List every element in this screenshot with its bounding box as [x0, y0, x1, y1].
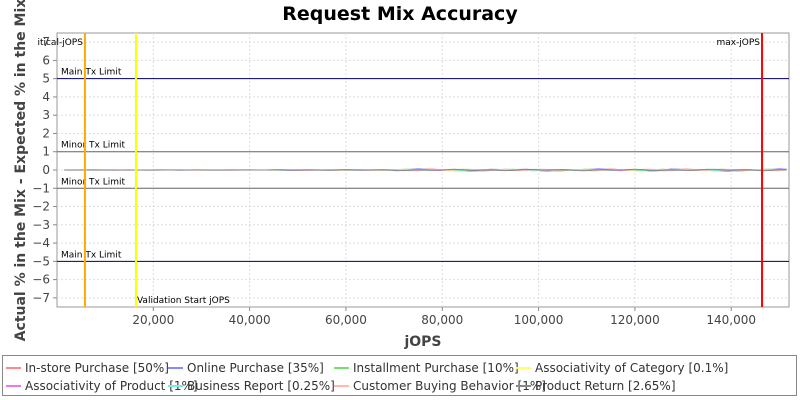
x-tick-label: 120,000 — [610, 313, 660, 327]
legend-item: In-store Purchase [50%] — [6, 359, 169, 377]
y-tick-label: −3 — [32, 218, 50, 232]
x-axis: 20,000 40,000 60,000 80,000 100,000 120,000 14… — [132, 307, 756, 327]
legend-swatch — [516, 366, 531, 369]
x-tick-label: 60,000 — [325, 313, 367, 327]
marker-line-label: Validation Start jOPS — [137, 296, 230, 306]
x-tick-label: 140,000 — [706, 313, 756, 327]
limit-line-label: Main Tx Limit — [61, 250, 122, 260]
legend-swatch — [334, 384, 349, 387]
x-tick-label: 40,000 — [229, 313, 271, 327]
legend: In-store Purchase [50%] Online Purchase [… — [2, 355, 797, 396]
legend-label: Product Return [2.65%] — [535, 379, 676, 393]
legend-swatch — [168, 366, 183, 369]
legend-swatch — [6, 384, 21, 387]
y-tick-label: −7 — [32, 291, 50, 305]
y-tick-label: −6 — [32, 273, 50, 287]
y-tick-label: −2 — [32, 200, 50, 214]
legend-label: Associativity of Product [1%] — [25, 379, 198, 393]
x-tick-label: 100,000 — [514, 313, 564, 327]
y-tick-label: 3 — [42, 108, 50, 122]
y-tick-label: −1 — [32, 181, 50, 195]
legend-item: Business Report [0.25%] — [168, 377, 335, 395]
y-tick-label: 7 — [42, 35, 50, 49]
legend-item: Customer Buying Behavior [1%] — [334, 377, 546, 395]
limit-line-label: Minor Tx Limit — [61, 177, 126, 187]
legend-swatch — [516, 384, 531, 387]
legend-label: Associativity of Category [0.1%] — [535, 361, 729, 375]
request-mix-chart: Request Mix Accuracy Main Tx Limit Minor … — [13, 0, 790, 350]
marker-line-label: max-jOPS — [716, 38, 760, 48]
x-tick-label: 20,000 — [132, 313, 174, 327]
limit-line-label: Minor Tx Limit — [61, 141, 126, 151]
x-axis-label: jOPS — [403, 334, 441, 350]
y-tick-label: 4 — [42, 90, 50, 104]
chart-title: Request Mix Accuracy — [282, 3, 518, 25]
marker-lines: itical-jOPS Validation Start jOPS max-jOPS — [37, 33, 764, 307]
limit-line-label: Main Tx Limit — [61, 68, 122, 78]
legend-swatch — [334, 366, 349, 369]
legend-label: Customer Buying Behavior [1%] — [353, 379, 546, 393]
legend-item: Online Purchase [35%] — [168, 359, 324, 377]
legend-label: Business Report [0.25%] — [187, 379, 335, 393]
series-lines — [64, 168, 787, 172]
y-tick-label: 0 — [42, 163, 50, 177]
marker-line-label: itical-jOPS — [37, 38, 83, 48]
legend-row-2: Associativity of Product [1%] Business Re… — [3, 377, 796, 395]
legend-row-1: In-store Purchase [50%] Online Purchase [… — [3, 359, 796, 377]
limit-lines: Main Tx Limit Minor Tx Limit Minor Tx Limi… — [57, 68, 789, 262]
y-axis: 7 6 5 4 3 2 1 0 −1 −2 −3 −4 −5 −6 −7 — [32, 35, 57, 305]
y-tick-label: 1 — [42, 145, 50, 159]
y-tick-label: 5 — [42, 72, 50, 86]
legend-label: Installment Purchase [10%] — [353, 361, 519, 375]
legend-label: In-store Purchase [50%] — [25, 361, 169, 375]
series-line — [64, 168, 787, 172]
y-tick-label: 6 — [42, 53, 50, 67]
legend-swatch — [168, 384, 183, 387]
legend-item: Installment Purchase [10%] — [334, 359, 519, 377]
y-tick-label: −5 — [32, 254, 50, 268]
y-axis-label: Actual % in the Mix - Expected % in the … — [13, 0, 29, 341]
y-tick-label: −4 — [32, 236, 50, 250]
x-tick-label: 80,000 — [421, 313, 463, 327]
legend-item: Associativity of Product [1%] — [6, 377, 198, 395]
y-tick-label: 2 — [42, 126, 50, 140]
legend-item: Associativity of Category [0.1%] — [516, 359, 728, 377]
legend-item: Product Return [2.65%] — [516, 377, 676, 395]
legend-swatch — [6, 366, 21, 369]
legend-label: Online Purchase [35%] — [187, 361, 324, 375]
